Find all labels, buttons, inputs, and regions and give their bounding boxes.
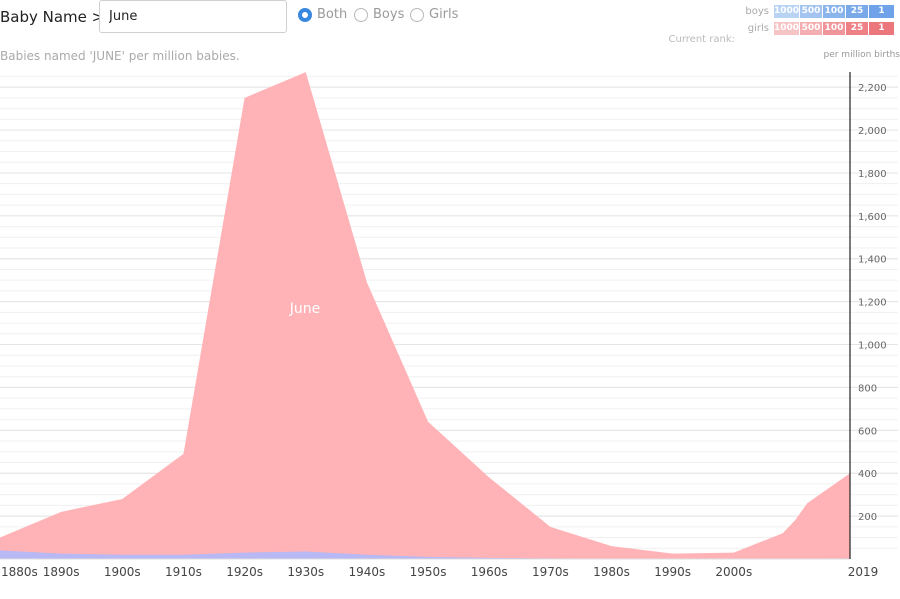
x-tick-label: 1880s <box>1 565 38 579</box>
boys-area <box>0 550 850 559</box>
boys-rank-1: 1 <box>869 5 894 18</box>
x-tick-label: 1920s <box>226 565 263 579</box>
boys-rank-legend: boys 1000 500 100 25 1 <box>745 5 894 18</box>
radio-both-label: Both <box>317 7 348 22</box>
x-tick-label: 1890s <box>43 565 80 579</box>
girls-rank-1000: 1000 <box>774 22 800 35</box>
radio-both[interactable]: Both <box>298 7 347 22</box>
y-tick-label: 200 <box>858 512 877 523</box>
area-label: June <box>289 301 321 317</box>
x-tick-label: 1940s <box>349 565 386 579</box>
x-tick-label: 1900s <box>104 565 141 579</box>
chart-subtitle: Babies named 'JUNE' per million babies. <box>0 49 240 63</box>
x-tick-label: 1960s <box>471 565 508 579</box>
girls-area <box>0 72 850 559</box>
radio-girls-label: Girls <box>429 7 459 22</box>
y-tick-label: 1,000 <box>858 341 887 352</box>
y-tick-label: 1,200 <box>858 298 887 309</box>
radio-boys-circle[interactable] <box>354 7 368 22</box>
name-search-input[interactable] <box>99 0 287 33</box>
y-tick-label: 800 <box>858 383 877 394</box>
y-tick-label: 2,000 <box>858 126 887 137</box>
x-tick-label: 2000s <box>715 565 752 579</box>
y-tick-label: 1,800 <box>858 169 887 180</box>
x-tick-label: 1910s <box>165 565 202 579</box>
boys-rank-25: 25 <box>846 5 868 18</box>
x-tick-label: 1950s <box>410 565 447 579</box>
boys-rank-500: 500 <box>800 5 822 18</box>
girls-rank-label: girls <box>747 23 769 34</box>
unit-label: per million births <box>823 50 900 60</box>
boys-rank-100: 100 <box>823 5 845 18</box>
radio-boys[interactable]: Boys <box>354 7 404 22</box>
y-tick-label: 600 <box>858 426 877 437</box>
y-tick-label: 400 <box>858 469 877 480</box>
y-tick-label: 1,400 <box>858 255 887 266</box>
x-tick-label: 1970s <box>532 565 569 579</box>
girls-rank-100: 100 <box>823 22 845 35</box>
x-tick-label: 1980s <box>593 565 630 579</box>
girls-rank-legend: girls 1000 500 100 25 1 <box>748 22 894 35</box>
radio-boys-label: Boys <box>373 7 405 22</box>
radio-girls[interactable]: Girls <box>410 7 458 22</box>
radio-both-circle[interactable] <box>298 7 312 22</box>
girls-rank-1: 1 <box>869 22 894 35</box>
y-tick-label: 2,200 <box>858 83 887 94</box>
x-tick-label: 1930s <box>287 565 324 579</box>
x-tick-label: 2019 <box>848 565 879 579</box>
girls-rank-500: 500 <box>800 22 822 35</box>
baby-name-label: Baby Name > <box>0 8 105 26</box>
x-tick-label: 1990s <box>654 565 691 579</box>
radio-girls-circle[interactable] <box>410 7 424 22</box>
boys-rank-1000: 1000 <box>774 5 800 18</box>
girls-rank-25: 25 <box>846 22 868 35</box>
y-tick-label: 1,600 <box>858 212 887 223</box>
boys-rank-label: boys <box>745 6 769 17</box>
current-rank-label: Current rank: <box>668 34 735 45</box>
